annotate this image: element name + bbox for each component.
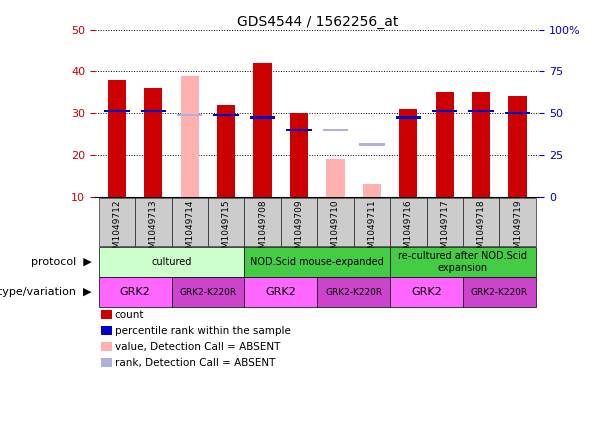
Text: GSM1049708: GSM1049708 xyxy=(258,199,267,260)
Bar xyxy=(99,247,245,277)
Bar xyxy=(318,198,354,246)
Bar xyxy=(463,198,500,246)
Bar xyxy=(290,113,308,197)
Bar xyxy=(399,109,417,197)
Text: GRK2-K220R: GRK2-K220R xyxy=(325,288,383,297)
Bar xyxy=(99,198,135,246)
Text: NOD.Scid mouse-expanded: NOD.Scid mouse-expanded xyxy=(250,257,384,267)
Text: GRK2: GRK2 xyxy=(411,287,442,297)
Bar xyxy=(326,159,345,197)
Bar xyxy=(390,277,463,307)
Bar xyxy=(104,110,129,113)
Text: re-cultured after NOD.Scid
expansion: re-cultured after NOD.Scid expansion xyxy=(398,251,527,273)
Bar xyxy=(245,198,281,246)
Text: GRK2-K220R: GRK2-K220R xyxy=(180,288,237,297)
Bar xyxy=(472,92,490,197)
Text: GSM1049711: GSM1049711 xyxy=(367,199,376,260)
Bar xyxy=(395,116,421,118)
Title: GDS4544 / 1562256_at: GDS4544 / 1562256_at xyxy=(237,14,398,29)
Text: GSM1049714: GSM1049714 xyxy=(185,199,194,259)
Text: GSM1049710: GSM1049710 xyxy=(331,199,340,260)
Bar xyxy=(213,114,239,116)
Bar xyxy=(322,129,348,131)
Bar xyxy=(359,143,384,146)
Bar xyxy=(254,63,272,197)
Bar xyxy=(245,277,318,307)
Text: count: count xyxy=(115,310,144,320)
Text: genotype/variation  ▶: genotype/variation ▶ xyxy=(0,287,92,297)
Bar xyxy=(463,277,536,307)
Bar xyxy=(281,198,318,246)
Bar xyxy=(135,198,172,246)
Text: GSM1049719: GSM1049719 xyxy=(513,199,522,260)
Bar xyxy=(144,88,162,197)
Bar xyxy=(318,277,390,307)
Text: GSM1049709: GSM1049709 xyxy=(294,199,303,260)
Bar xyxy=(505,112,530,114)
Bar xyxy=(217,105,235,197)
Bar xyxy=(508,96,527,197)
Bar xyxy=(500,198,536,246)
Bar xyxy=(172,198,208,246)
Bar xyxy=(390,198,427,246)
Bar xyxy=(354,198,390,246)
Text: GSM1049716: GSM1049716 xyxy=(404,199,413,260)
Bar xyxy=(245,247,390,277)
Bar xyxy=(286,129,312,131)
Bar xyxy=(363,184,381,197)
Bar xyxy=(208,198,245,246)
Text: GRK2-K220R: GRK2-K220R xyxy=(471,288,528,297)
Bar xyxy=(177,114,202,116)
Bar xyxy=(250,116,275,118)
Bar xyxy=(108,80,126,197)
Text: GSM1049713: GSM1049713 xyxy=(149,199,158,260)
Text: GRK2: GRK2 xyxy=(265,287,296,297)
Bar xyxy=(390,247,536,277)
Text: protocol  ▶: protocol ▶ xyxy=(31,257,92,267)
Bar xyxy=(99,277,172,307)
Bar xyxy=(140,110,166,113)
Text: rank, Detection Call = ABSENT: rank, Detection Call = ABSENT xyxy=(115,358,275,368)
Bar xyxy=(468,110,494,113)
Text: cultured: cultured xyxy=(151,257,192,267)
Bar xyxy=(427,198,463,246)
Bar xyxy=(172,277,245,307)
Text: GSM1049712: GSM1049712 xyxy=(112,199,121,259)
Bar xyxy=(436,92,454,197)
Bar xyxy=(181,76,199,197)
Bar xyxy=(432,110,457,113)
Text: GSM1049715: GSM1049715 xyxy=(222,199,230,260)
Text: percentile rank within the sample: percentile rank within the sample xyxy=(115,326,291,336)
Text: value, Detection Call = ABSENT: value, Detection Call = ABSENT xyxy=(115,342,280,352)
Text: GSM1049718: GSM1049718 xyxy=(477,199,485,260)
Text: GRK2: GRK2 xyxy=(120,287,150,297)
Text: GSM1049717: GSM1049717 xyxy=(440,199,449,260)
